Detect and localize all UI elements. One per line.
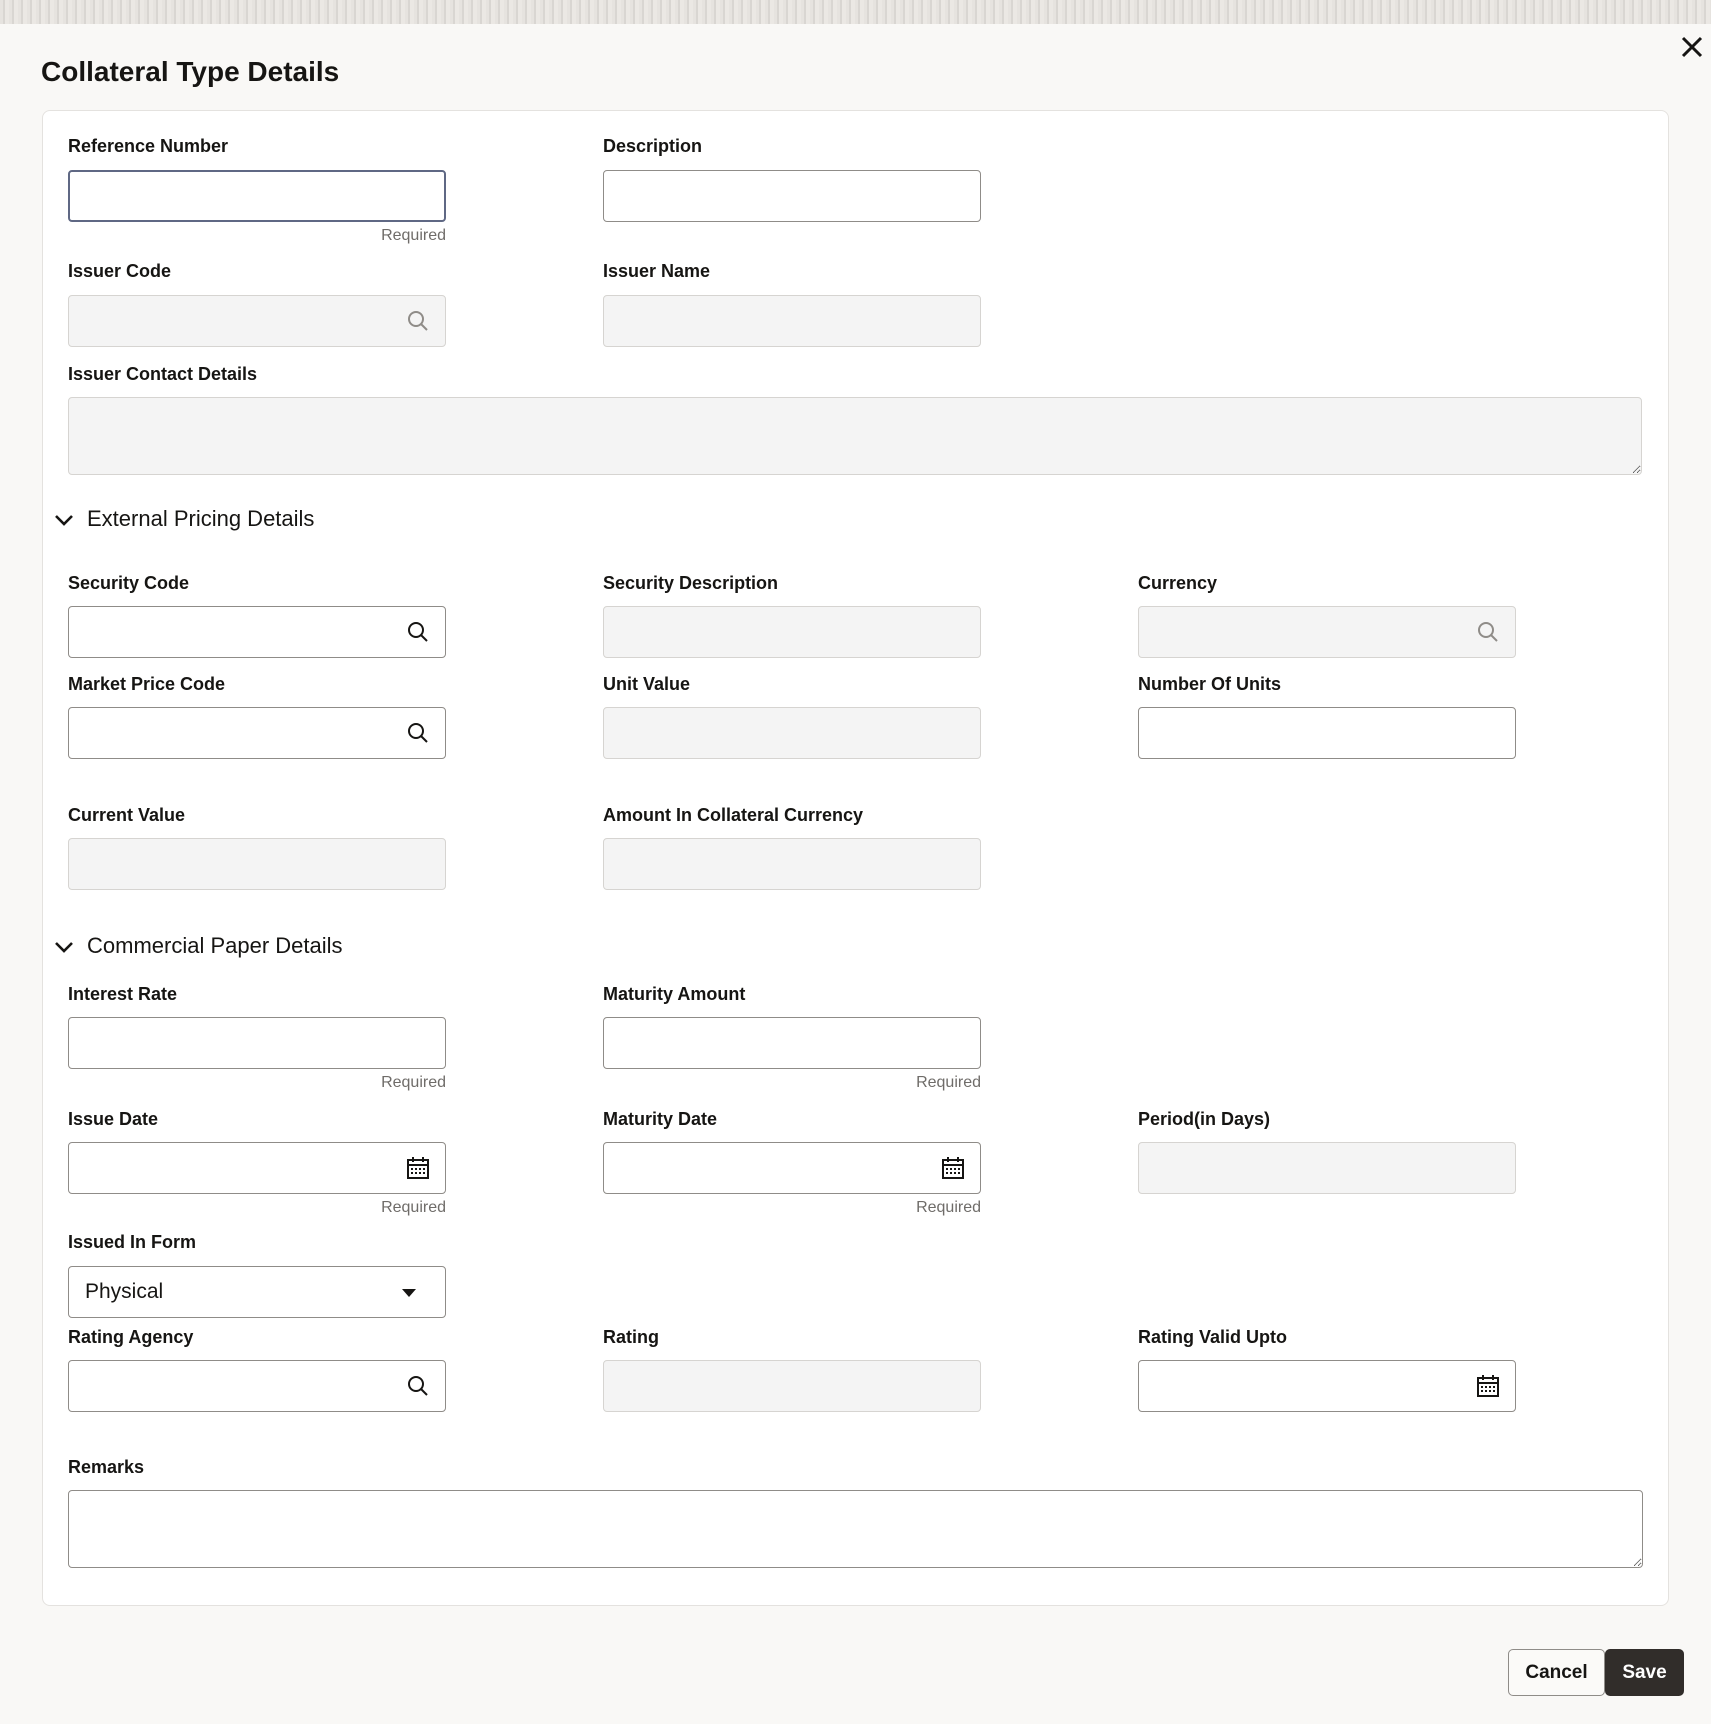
period-in-days-label: Period(in Days) bbox=[1138, 1109, 1271, 1129]
issuer-code-input[interactable] bbox=[68, 295, 446, 347]
period-in-days-input[interactable] bbox=[1138, 1142, 1516, 1194]
description-label: Description bbox=[603, 136, 703, 156]
issued-in-form-label: Issued In Form bbox=[68, 1232, 197, 1252]
selected-value: Physical bbox=[85, 1280, 164, 1303]
cancel-button[interactable]: Cancel bbox=[1508, 1649, 1605, 1696]
market-price-code-input[interactable] bbox=[68, 707, 446, 759]
section-header-commercial-paper[interactable]: Commercial Paper Details bbox=[87, 933, 343, 958]
rating-input[interactable] bbox=[603, 1360, 981, 1412]
chevron-down-icon[interactable] bbox=[53, 509, 75, 531]
description-input[interactable] bbox=[603, 170, 981, 222]
reference-number-input[interactable] bbox=[68, 170, 446, 222]
search-icon[interactable] bbox=[406, 309, 430, 333]
remarks-textarea[interactable] bbox=[68, 1490, 1643, 1568]
issuer-name-input[interactable] bbox=[603, 295, 981, 347]
number-of-units-label: Number Of Units bbox=[1138, 674, 1282, 694]
issue-date-input[interactable] bbox=[68, 1142, 446, 1194]
interest-rate-required-hint: Required bbox=[381, 1074, 446, 1091]
rating-agency-input[interactable] bbox=[68, 1360, 446, 1412]
maturity-amount-label: Maturity Amount bbox=[603, 984, 746, 1004]
unit-value-input[interactable] bbox=[603, 707, 981, 759]
security-description-label: Security Description bbox=[603, 573, 779, 593]
dialog-title: Collateral Type Details bbox=[41, 56, 340, 87]
issued-in-form-select[interactable]: Physical bbox=[68, 1266, 446, 1318]
close-icon[interactable] bbox=[1678, 33, 1706, 61]
security-description-input[interactable] bbox=[603, 606, 981, 658]
issuer-code-label: Issuer Code bbox=[68, 261, 172, 281]
reference-number-label: Reference Number bbox=[68, 136, 229, 156]
security-code-label: Security Code bbox=[68, 573, 190, 593]
rating-label: Rating bbox=[603, 1327, 659, 1347]
search-icon[interactable] bbox=[1476, 620, 1500, 644]
search-icon[interactable] bbox=[406, 620, 430, 644]
background-strip bbox=[0, 0, 1711, 24]
calendar-icon[interactable] bbox=[406, 1156, 430, 1180]
issue-date-required-hint: Required bbox=[381, 1199, 446, 1216]
rating-agency-label: Rating Agency bbox=[68, 1327, 194, 1347]
maturity-amount-required-hint: Required bbox=[916, 1074, 981, 1091]
issuer-contact-details-textarea[interactable] bbox=[68, 397, 1642, 475]
market-price-code-label: Market Price Code bbox=[68, 674, 226, 694]
current-value-label: Current Value bbox=[68, 805, 186, 825]
currency-label: Currency bbox=[1138, 573, 1218, 593]
amount-in-collateral-currency-input[interactable] bbox=[603, 838, 981, 890]
maturity-date-required-hint: Required bbox=[916, 1199, 981, 1216]
remarks-label: Remarks bbox=[68, 1457, 145, 1477]
interest-rate-label: Interest Rate bbox=[68, 984, 178, 1004]
search-icon[interactable] bbox=[406, 721, 430, 745]
chevron-down-icon[interactable] bbox=[53, 936, 75, 958]
rating-valid-upto-input[interactable] bbox=[1138, 1360, 1516, 1412]
section-header-external-pricing[interactable]: External Pricing Details bbox=[87, 506, 315, 531]
calendar-icon[interactable] bbox=[1476, 1374, 1500, 1398]
interest-rate-input[interactable] bbox=[68, 1017, 446, 1069]
search-icon[interactable] bbox=[406, 1374, 430, 1398]
maturity-date-input[interactable] bbox=[603, 1142, 981, 1194]
currency-input[interactable] bbox=[1138, 606, 1516, 658]
issue-date-label: Issue Date bbox=[68, 1109, 159, 1129]
number-of-units-input[interactable] bbox=[1138, 707, 1516, 759]
unit-value-label: Unit Value bbox=[603, 674, 691, 694]
issuer-contact-details-label: Issuer Contact Details bbox=[68, 364, 258, 384]
save-button[interactable]: Save bbox=[1605, 1649, 1684, 1696]
amount-in-collateral-currency-label: Amount In Collateral Currency bbox=[603, 805, 864, 825]
reference-number-required-hint: Required bbox=[381, 227, 446, 244]
rating-valid-upto-label: Rating Valid Upto bbox=[1138, 1327, 1288, 1347]
maturity-date-label: Maturity Date bbox=[603, 1109, 718, 1129]
caret-down-icon bbox=[401, 1281, 417, 1304]
security-code-input[interactable] bbox=[68, 606, 446, 658]
calendar-icon[interactable] bbox=[941, 1156, 965, 1180]
current-value-input[interactable] bbox=[68, 838, 446, 890]
issuer-name-label: Issuer Name bbox=[603, 261, 711, 281]
maturity-amount-input[interactable] bbox=[603, 1017, 981, 1069]
